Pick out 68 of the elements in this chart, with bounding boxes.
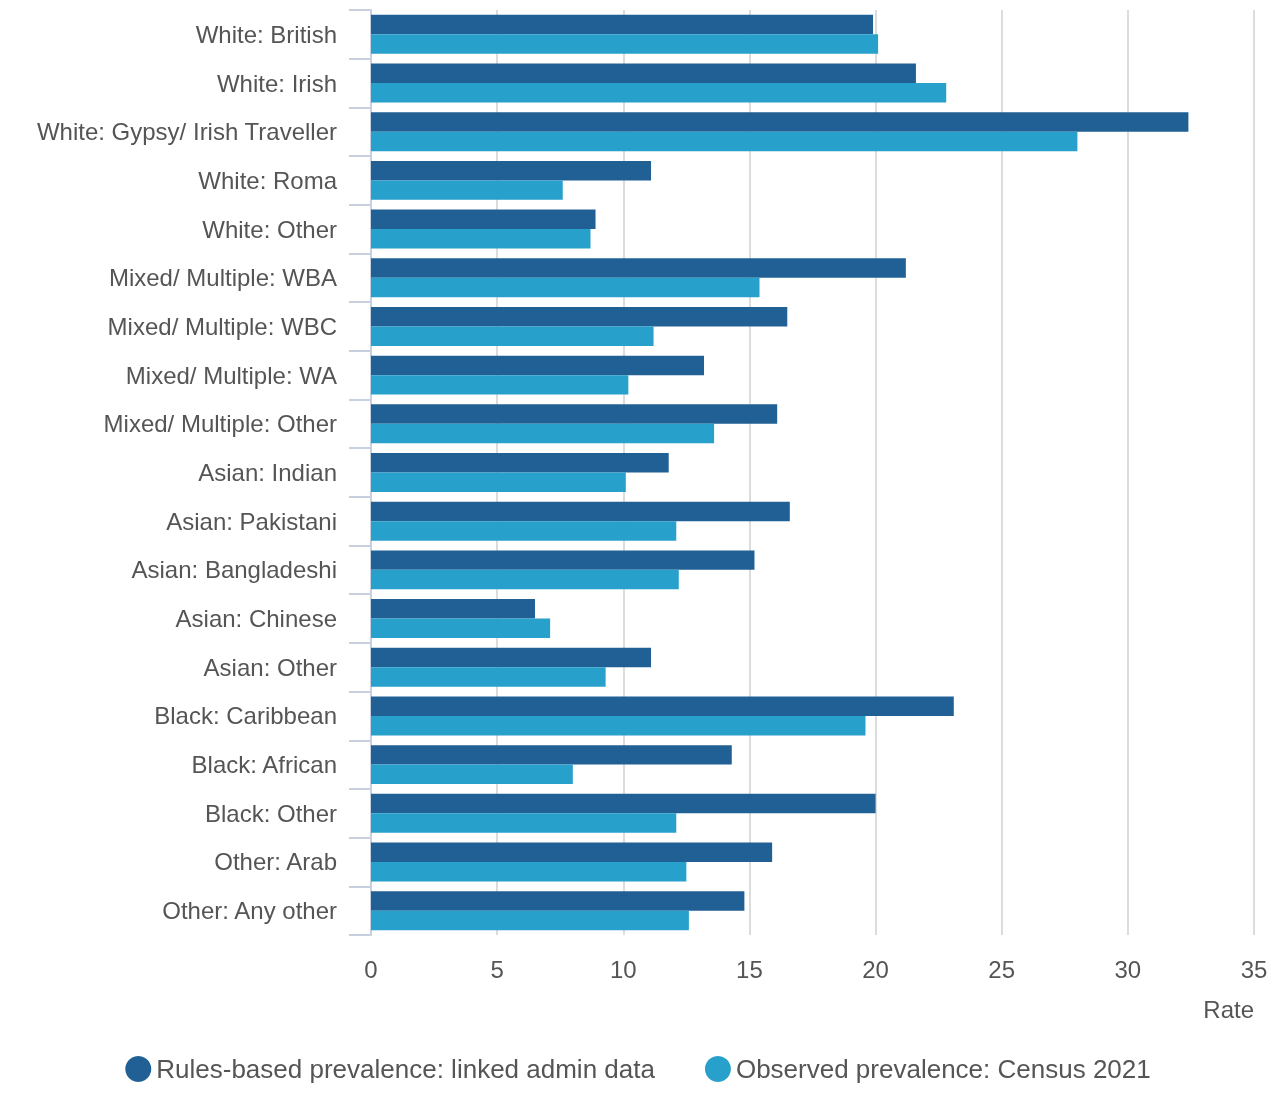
bar bbox=[371, 423, 715, 444]
y-tick-label: Asian: Bangladeshi bbox=[131, 556, 337, 584]
bar bbox=[371, 745, 732, 765]
y-tick-label: Asian: Chinese bbox=[175, 605, 337, 633]
y-tick-label: Mixed/ Multiple: Other bbox=[103, 410, 337, 438]
bar bbox=[371, 667, 606, 687]
y-tick-label: White: British bbox=[195, 20, 337, 48]
x-tick-label: 35 bbox=[1240, 955, 1268, 983]
bar bbox=[371, 599, 535, 619]
x-tick-label: 25 bbox=[988, 955, 1016, 983]
x-tick-label: 15 bbox=[736, 955, 763, 983]
bar bbox=[371, 842, 773, 862]
bar bbox=[371, 326, 654, 346]
bar bbox=[371, 306, 788, 327]
y-tick-label: Other: Any other bbox=[162, 897, 337, 925]
bar bbox=[371, 453, 669, 473]
x-tick-label: 10 bbox=[609, 955, 637, 983]
bar bbox=[371, 355, 705, 376]
x-tick-label: 20 bbox=[862, 955, 889, 983]
x-axis-title: Rate bbox=[1203, 995, 1254, 1023]
bar bbox=[371, 63, 916, 84]
bar bbox=[371, 569, 679, 590]
y-tick-label: Black: Caribbean bbox=[154, 702, 337, 730]
bar bbox=[371, 910, 689, 931]
bar bbox=[371, 209, 596, 230]
bar bbox=[371, 14, 874, 35]
y-tick-label: Asian: Indian bbox=[198, 459, 337, 486]
y-tick-label: White: Gypsy/ Irish Traveller bbox=[36, 118, 337, 146]
y-tick-label: White: Other bbox=[202, 215, 337, 243]
bar bbox=[371, 764, 573, 785]
bar bbox=[371, 501, 790, 522]
y-tick-label: Mixed/ Multiple: WBC bbox=[107, 312, 337, 340]
y-tick-label: Asian: Other bbox=[203, 653, 337, 681]
bar bbox=[371, 404, 778, 424]
x-tick-label: 0 bbox=[364, 955, 378, 983]
y-tick-label: White: Roma bbox=[198, 166, 338, 194]
legend-label: Observed prevalence: Census 2021 bbox=[735, 1054, 1151, 1084]
bar bbox=[371, 229, 591, 249]
legend-label: Rules-based prevalence: linked admin data bbox=[156, 1054, 656, 1084]
bar bbox=[371, 861, 687, 882]
bar bbox=[371, 647, 652, 668]
bar bbox=[371, 472, 626, 492]
bar bbox=[371, 277, 760, 298]
y-tick-label: White: Irish bbox=[216, 69, 337, 97]
bar bbox=[371, 550, 755, 570]
y-tick-label: Black: African bbox=[191, 751, 337, 779]
y-tick-label: Other: Arab bbox=[214, 848, 337, 876]
bar bbox=[371, 131, 1078, 152]
y-tick-label: Mixed/ Multiple: WA bbox=[125, 361, 337, 389]
bar bbox=[371, 112, 1189, 132]
bar bbox=[371, 34, 879, 54]
y-tick-label: Black: Other bbox=[204, 799, 338, 827]
y-tick-label: Asian: Pakistani bbox=[166, 507, 337, 535]
bar bbox=[371, 618, 551, 639]
bar bbox=[371, 83, 947, 103]
bar bbox=[371, 813, 677, 833]
bar bbox=[371, 715, 866, 736]
bar bbox=[371, 160, 652, 181]
bar bbox=[371, 521, 677, 541]
bar bbox=[371, 891, 745, 911]
x-tick-label: 30 bbox=[1114, 955, 1142, 983]
bar bbox=[371, 793, 876, 814]
x-tick-label: 5 bbox=[490, 955, 504, 983]
bar bbox=[371, 180, 563, 200]
bar bbox=[371, 696, 954, 716]
bar bbox=[371, 258, 906, 278]
y-tick-label: Mixed/ Multiple: WBA bbox=[108, 264, 337, 292]
bar bbox=[371, 375, 629, 395]
